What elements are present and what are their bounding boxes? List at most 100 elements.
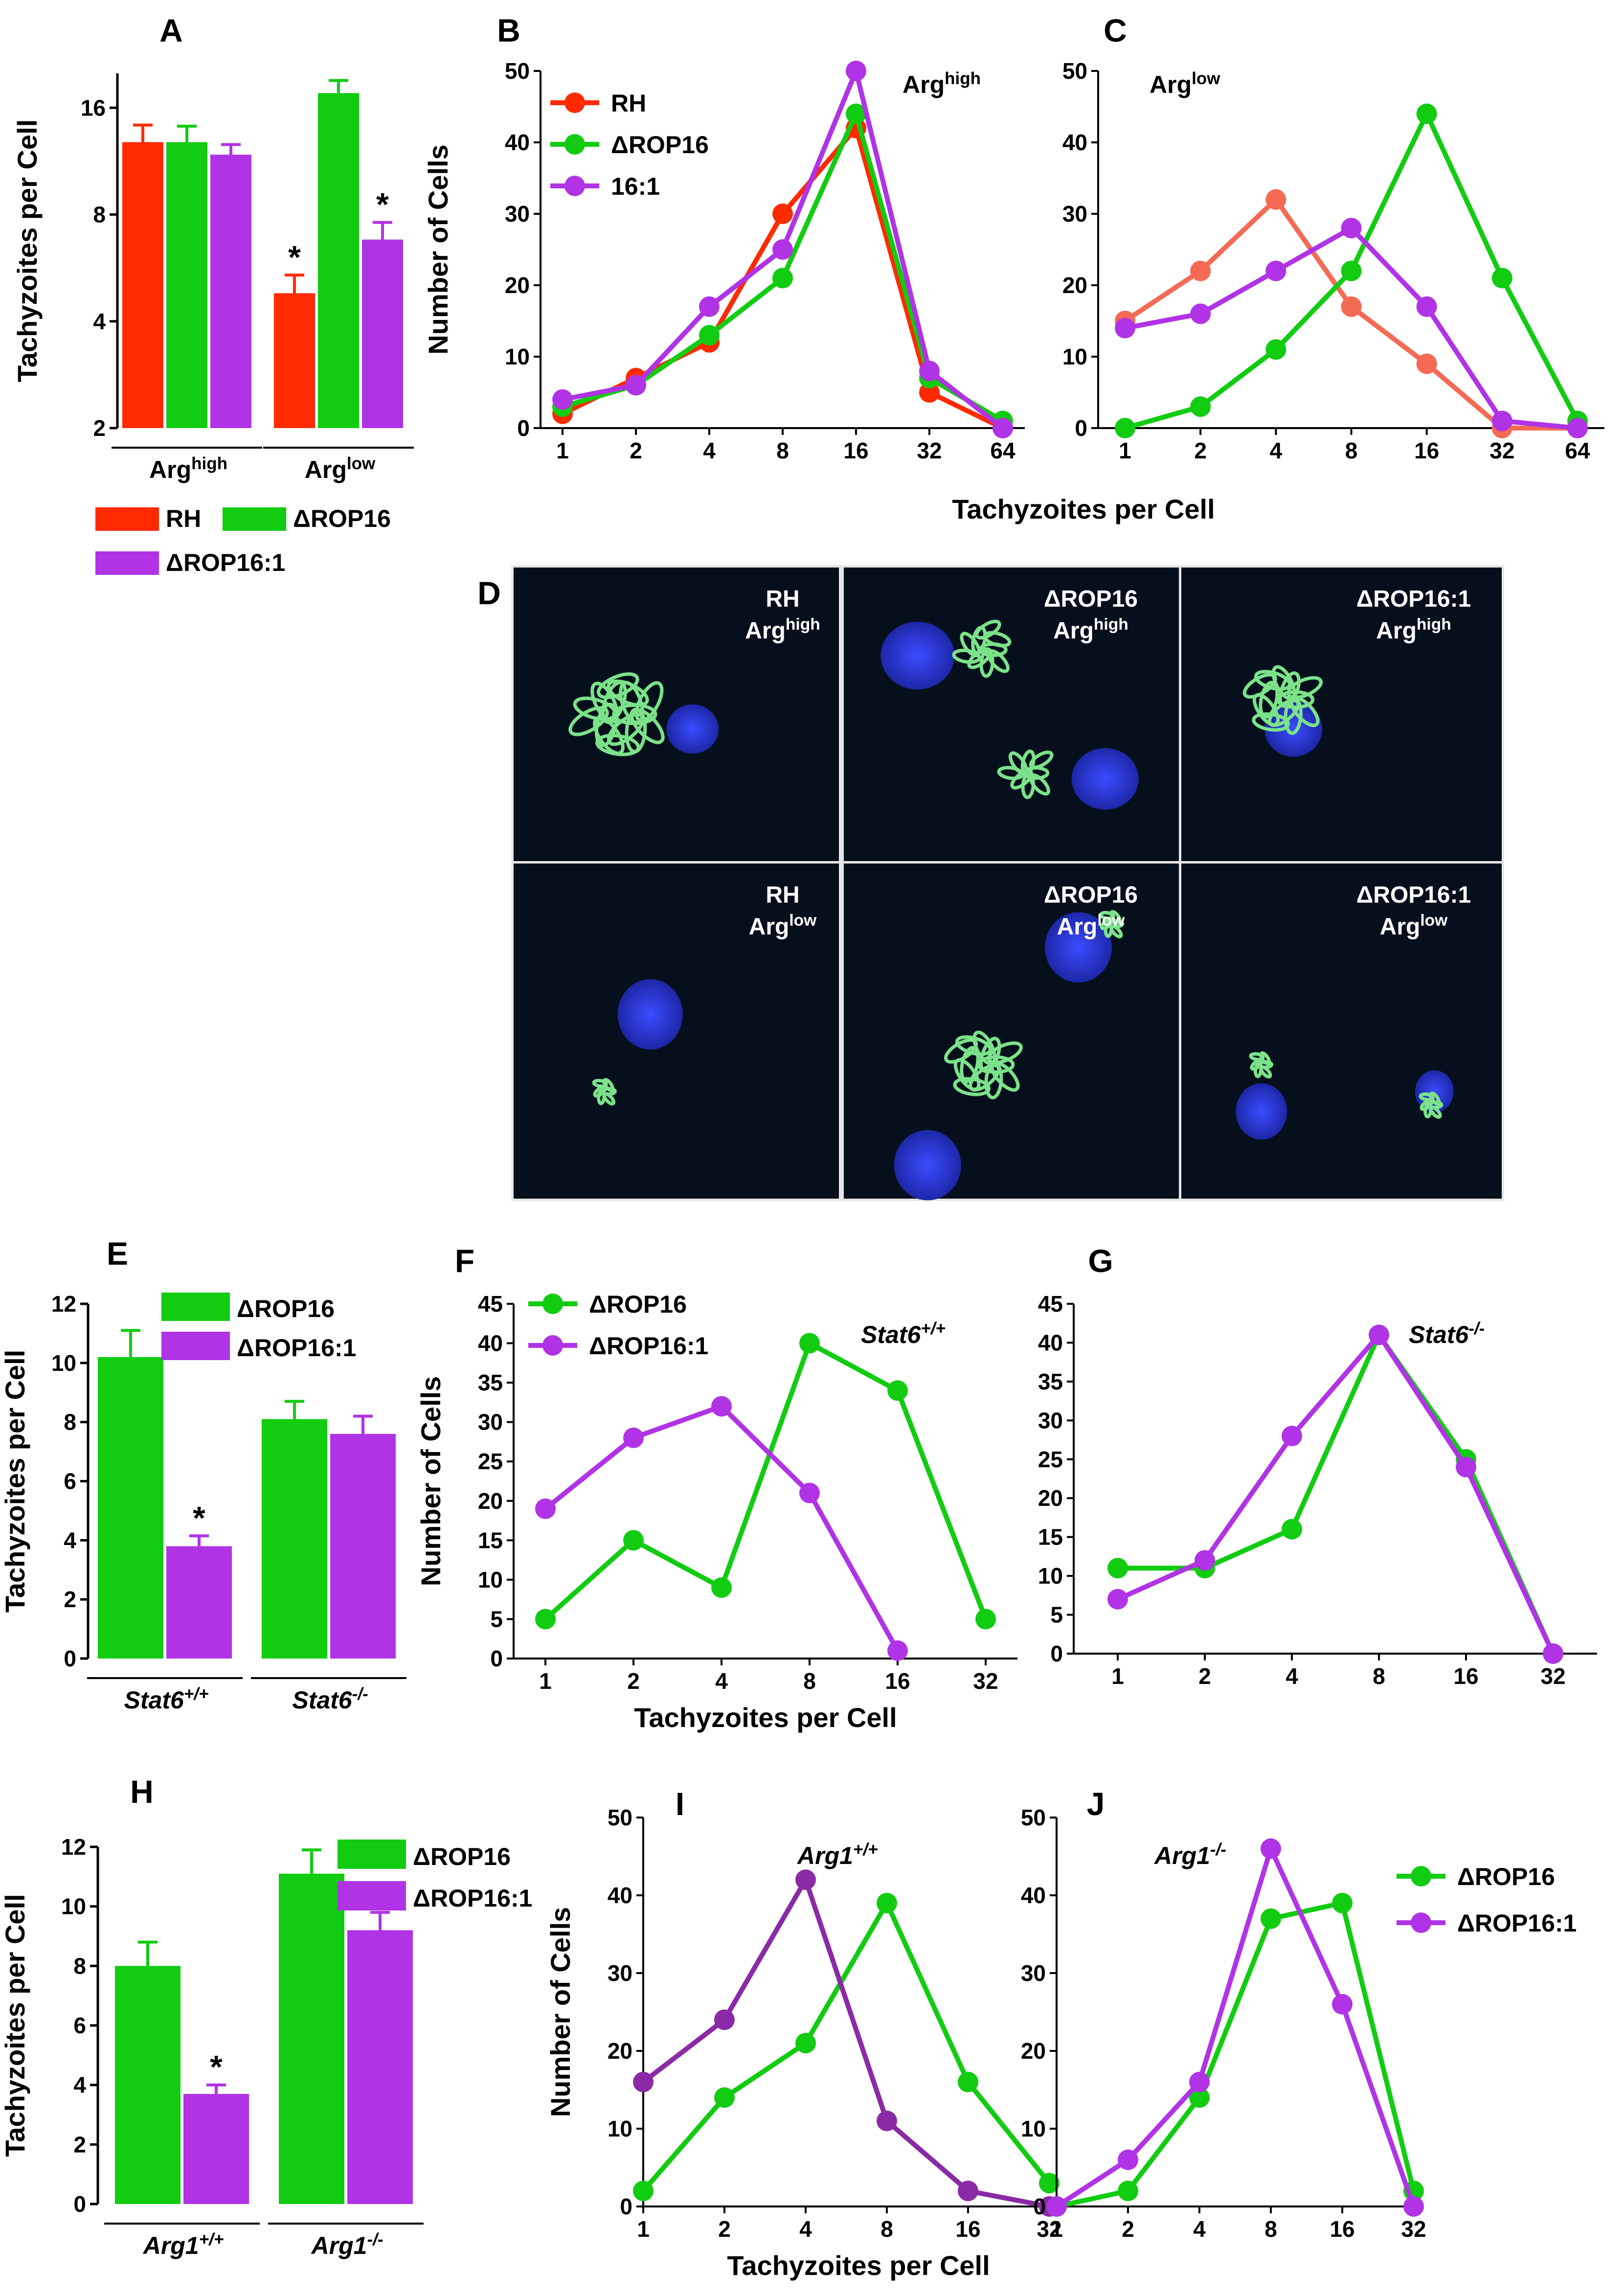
bar-A-0-0 (122, 142, 163, 428)
legend-E: ΔROP16 ΔROP16:1 (161, 1293, 356, 1362)
x-tick-label: 32 (917, 438, 942, 463)
data-point (1265, 339, 1286, 360)
data-point (887, 1640, 908, 1661)
panel-letter-G: G (1088, 1243, 1113, 1279)
bar-A-0-1 (166, 142, 207, 428)
x-tick-label: 32 (1489, 438, 1514, 463)
micrograph-tile (844, 568, 1179, 861)
legend-label: ΔROP16 (237, 1295, 335, 1322)
data-point (877, 1892, 897, 1913)
y-axis-title: Number of Cells (423, 144, 453, 354)
data-point (1118, 2181, 1138, 2202)
y-axis-title: Tachyzoites per Cell (0, 1350, 30, 1613)
line-chart-G: 0 5 10 15 20 25 30 35 40 45 1 2 4 8 16 32 Stat6-/- (1038, 1291, 1597, 1689)
group-label-sup: +/+ (199, 2230, 224, 2249)
data-point (1341, 296, 1362, 317)
annotation-base: Arg1 (796, 1842, 853, 1869)
parasite (1020, 750, 1036, 776)
x-tick-label: 16 (1330, 2216, 1354, 2242)
data-point (772, 239, 793, 260)
y-tick-label: 30 (478, 1409, 503, 1435)
annotation-base: Arg (1150, 71, 1192, 98)
parasite (1259, 1051, 1271, 1066)
parasite (1286, 676, 1323, 699)
data-point (1190, 260, 1211, 281)
y-tick-label: 10 (505, 344, 530, 369)
data-point (1403, 2196, 1424, 2217)
legend-label: ΔROP16 (293, 505, 391, 532)
x-tick-label: 1 (1111, 1663, 1124, 1689)
x-tick-label: 32 (1037, 2216, 1061, 2242)
parasite (602, 1078, 614, 1092)
annotation: Stat6-/- (1409, 1319, 1485, 1348)
y-tick-label: 8 (73, 1953, 86, 1978)
data-point (535, 1609, 556, 1630)
parasite (1278, 671, 1301, 708)
data-point (795, 2033, 816, 2054)
y-tick-label: 10 (478, 1567, 503, 1592)
tile-condition-label: Arglow (749, 911, 817, 940)
nucleus (880, 621, 955, 690)
significance-marker: * (210, 2049, 223, 2085)
annotation-sup: high (945, 69, 981, 88)
data-point (1341, 218, 1362, 239)
data-point (1195, 1550, 1215, 1571)
y-tick-label: 50 (1062, 58, 1087, 84)
data-point (1416, 103, 1437, 124)
group-label-sup: +/+ (184, 1684, 209, 1704)
data-point (699, 325, 720, 346)
data-point (1190, 303, 1211, 324)
y-tick-label: 20 (608, 2038, 632, 2064)
data-point (711, 1396, 732, 1417)
parasite (1029, 750, 1054, 769)
parasite (1109, 910, 1122, 925)
y-tick-label: 20 (1062, 273, 1087, 298)
data-point (1189, 2071, 1210, 2092)
x-tick-label: 16 (955, 2216, 980, 2242)
data-point (711, 1577, 732, 1598)
data-point (958, 2181, 978, 2202)
y-tick-label: 50 (1021, 1805, 1046, 1830)
y-tick-label: 4 (93, 309, 106, 334)
group-label-base: Arg (305, 456, 347, 483)
significance-marker: * (193, 1500, 205, 1536)
legend-label: ΔROP16 (1457, 1863, 1555, 1890)
y-tick-label: 40 (1038, 1330, 1063, 1355)
x-tick-label: 1 (1050, 2216, 1063, 2242)
legend-swatch (161, 1293, 230, 1321)
micrograph-tile (1181, 568, 1502, 861)
legend-label: ΔROP16:1 (1457, 1910, 1577, 1937)
data-point (1046, 2196, 1067, 2217)
line-chart-B: 0 10 20 30 40 50 1 2 4 8 16 32 64 Number of Cells Argh… (423, 58, 1025, 463)
data-point (1416, 296, 1437, 317)
annotation: Stat6+/+ (861, 1319, 946, 1348)
y-tick-label: 0 (490, 1646, 503, 1671)
panel-letter-E: E (107, 1235, 128, 1272)
y-tick-label: 2 (73, 2132, 86, 2157)
nucleus (1236, 1083, 1287, 1140)
nucleus (1071, 748, 1139, 810)
legend-swatch (161, 1332, 230, 1360)
x-tick-label: 32 (973, 1668, 998, 1694)
data-point (1107, 1558, 1128, 1579)
y-tick-label: 12 (61, 1834, 86, 1860)
x-tick-label: 64 (1565, 438, 1590, 463)
significance-marker: * (288, 239, 301, 275)
annotation: Arg1-/- (1153, 1840, 1226, 1869)
data-point (714, 2009, 735, 2030)
data-point (1567, 418, 1588, 438)
data-point (626, 375, 646, 396)
data-point (1261, 1838, 1281, 1859)
tile-strain-label: RH (766, 586, 799, 612)
tile-condition-label-base: Arg (749, 914, 789, 940)
x-tick-label: 4 (799, 2216, 812, 2242)
legend-marker (564, 92, 585, 113)
nucleus (617, 979, 683, 1050)
annotation: Arglow (1150, 69, 1220, 98)
bar-E-1-1 (330, 1433, 396, 1659)
group-label-base: Arg (149, 456, 191, 483)
nucleus (666, 704, 719, 754)
x-tick-label: 16 (1453, 1663, 1478, 1689)
